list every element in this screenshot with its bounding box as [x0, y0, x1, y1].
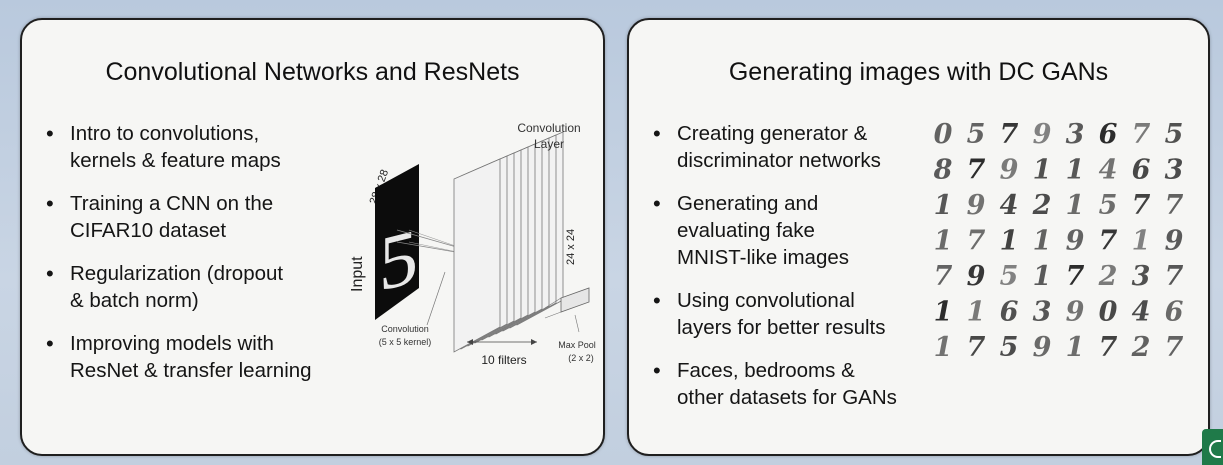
generated-digit: 5 — [967, 119, 986, 150]
slide-title: Convolutional Networks and ResNets — [105, 58, 520, 86]
generated-digit: 9 — [967, 261, 986, 292]
generated-digit: 3 — [1033, 297, 1052, 328]
max-pool-label: Max Pool — [558, 340, 596, 350]
generated-digit: 6 — [1000, 297, 1019, 328]
generated-digit: 7 — [967, 226, 986, 257]
generated-digit: 1 — [1066, 332, 1085, 363]
generated-digit: 2 — [1032, 190, 1052, 221]
generated-digit: 4 — [1132, 297, 1151, 328]
generated-digit: 5 — [1165, 119, 1184, 150]
generated-digit: 7 — [1165, 190, 1184, 221]
generated-digit: 1 — [1033, 226, 1052, 257]
bullet-item: Intro to convolutions, kernels & feature… — [46, 120, 346, 174]
generated-digit: 5 — [1099, 190, 1118, 221]
logo-badge-icon — [1202, 429, 1223, 465]
bullet-item: Using convolutional layers for better re… — [653, 287, 928, 341]
max-pool-label: (2 x 2) — [568, 353, 594, 363]
generated-digit: 4 — [1000, 190, 1019, 221]
generated-digit: 1 — [1033, 155, 1052, 186]
generated-digit: 7 — [934, 261, 953, 292]
generated-digit: 7 — [1165, 261, 1184, 292]
generated-digit: 3 — [1066, 119, 1085, 150]
generated-digit: 7 — [1099, 332, 1118, 363]
generated-digit: 5 — [1000, 332, 1019, 363]
input-label: Input — [349, 256, 366, 292]
generated-digit: 6 — [1099, 119, 1118, 150]
generated-digit: 1 — [1132, 226, 1151, 257]
generated-digit: 9 — [1033, 332, 1052, 363]
slide-card-cnn: Convolutional Networks and ResNets Intro… — [20, 18, 605, 456]
generated-digit: 1 — [1000, 226, 1019, 257]
bullet-item: Improving models with ResNet & transfer … — [46, 330, 346, 384]
filters-label: 10 filters — [481, 353, 526, 367]
conv-kernel-label: (5 x 5 kernel) — [379, 337, 432, 347]
generated-digit: 1 — [1066, 190, 1085, 221]
generated-digit: 3 — [1132, 261, 1151, 292]
bullet-list: Intro to convolutions, kernels & feature… — [46, 120, 346, 400]
generated-digit: 0 — [1099, 297, 1118, 328]
bullet-item: Faces, bedrooms & other datasets for GAN… — [653, 357, 928, 411]
generated-digits-grid: 0 5 7 9 3 6 7 58 7 9 1 1 4 6 31 9 4 2 1 5 7 71 7 1 1 9 7 1 97 9 5 1 7 2 3 7… — [933, 119, 1184, 363]
generated-digit: 2 — [1098, 261, 1118, 292]
conv-layer-label: Layer — [534, 137, 564, 151]
input-digit: 5 — [379, 212, 418, 308]
bullet-item: Generating and evaluating fake MNIST-lik… — [653, 190, 928, 271]
generated-digit: 1 — [934, 226, 953, 257]
generated-digit: 2 — [1131, 332, 1151, 363]
generated-digit: 0 — [934, 119, 953, 150]
bullet-item: Regularization (dropout & batch norm) — [46, 260, 346, 314]
generated-digit: 3 — [1165, 155, 1184, 186]
generated-digit: 9 — [1033, 119, 1052, 150]
generated-digit: 8 — [933, 155, 953, 186]
conv-layer-label: Convolution — [517, 121, 580, 135]
generated-digit: 6 — [1165, 297, 1184, 328]
generated-digit: 1 — [934, 297, 953, 328]
generated-digit: 7 — [967, 332, 986, 363]
generated-digit: 1 — [1033, 261, 1052, 292]
generated-digit: 7 — [1066, 261, 1085, 292]
generated-digit: 9 — [1066, 226, 1085, 257]
feature-size-label: 24 x 24 — [565, 229, 577, 265]
bullet-list: Creating generator & discriminator netwo… — [653, 120, 928, 427]
max-pool-region — [560, 287, 590, 313]
generated-digit: 7 — [1000, 119, 1019, 150]
generated-digit: 4 — [1099, 155, 1118, 186]
generated-digit: 7 — [1099, 226, 1118, 257]
generated-digit: 7 — [1132, 119, 1151, 150]
generated-digit: 1 — [967, 297, 986, 328]
generated-digit: 7 — [1165, 332, 1184, 363]
generated-digit: 9 — [1000, 155, 1019, 186]
bullet-item: Training a CNN on the CIFAR10 dataset — [46, 190, 346, 244]
generated-digit: 1 — [1066, 155, 1085, 186]
conv-kernel-label: Convolution — [381, 324, 429, 334]
slide-card-gan: Generating images with DC GANs Creating … — [627, 18, 1210, 456]
generated-digit: 5 — [1000, 261, 1019, 292]
generated-digit: 9 — [967, 190, 986, 221]
generated-digit: 7 — [967, 155, 986, 186]
feature-map-stack — [453, 131, 564, 353]
slide-title: Generating images with DC GANs — [728, 58, 1109, 86]
cnn-diagram: 28 x 28 Input 5 Convolution Layer 24 x 2… — [349, 121, 596, 367]
generated-digit: 9 — [1066, 297, 1085, 328]
generated-digit: 7 — [1132, 190, 1151, 221]
generated-digit: 1 — [934, 190, 953, 221]
generated-digit: 9 — [1165, 226, 1184, 257]
generated-digit: 6 — [1132, 155, 1151, 186]
generated-digit: 1 — [934, 332, 953, 363]
bullet-item: Creating generator & discriminator netwo… — [653, 120, 928, 174]
